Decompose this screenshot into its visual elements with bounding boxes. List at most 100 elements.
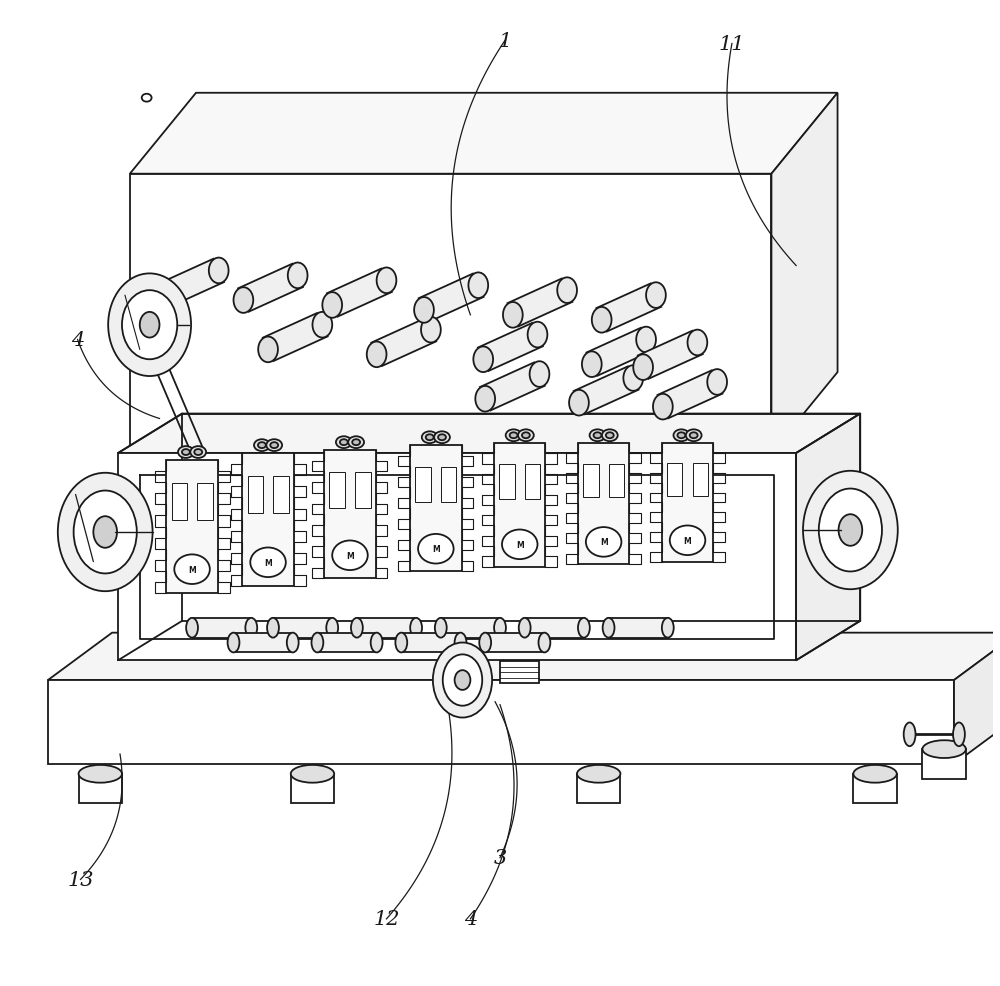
Polygon shape bbox=[48, 680, 954, 764]
Ellipse shape bbox=[311, 633, 323, 653]
Polygon shape bbox=[130, 175, 771, 454]
Ellipse shape bbox=[577, 765, 620, 783]
Polygon shape bbox=[578, 444, 629, 564]
Ellipse shape bbox=[953, 723, 965, 746]
Text: M: M bbox=[346, 551, 354, 560]
Ellipse shape bbox=[475, 387, 495, 412]
Polygon shape bbox=[596, 284, 661, 332]
Ellipse shape bbox=[438, 435, 446, 441]
Ellipse shape bbox=[410, 618, 422, 638]
Polygon shape bbox=[166, 460, 218, 594]
Ellipse shape bbox=[590, 430, 605, 442]
Polygon shape bbox=[172, 483, 187, 521]
Ellipse shape bbox=[421, 317, 441, 343]
Ellipse shape bbox=[178, 447, 194, 458]
Polygon shape bbox=[273, 618, 332, 638]
Polygon shape bbox=[796, 414, 860, 661]
Ellipse shape bbox=[636, 327, 656, 353]
Ellipse shape bbox=[326, 618, 338, 638]
Ellipse shape bbox=[352, 440, 360, 446]
Polygon shape bbox=[525, 618, 584, 638]
Polygon shape bbox=[355, 472, 371, 509]
Text: M: M bbox=[516, 540, 524, 549]
Ellipse shape bbox=[267, 618, 279, 638]
Text: M: M bbox=[188, 565, 196, 574]
Ellipse shape bbox=[677, 433, 685, 439]
Polygon shape bbox=[480, 363, 545, 411]
Ellipse shape bbox=[443, 655, 482, 706]
Ellipse shape bbox=[455, 670, 470, 690]
Ellipse shape bbox=[194, 450, 202, 456]
Polygon shape bbox=[500, 662, 539, 683]
Ellipse shape bbox=[174, 555, 210, 585]
Ellipse shape bbox=[79, 765, 122, 783]
Polygon shape bbox=[197, 483, 213, 521]
Ellipse shape bbox=[336, 437, 352, 449]
Ellipse shape bbox=[518, 430, 534, 442]
Ellipse shape bbox=[395, 633, 407, 653]
Polygon shape bbox=[771, 94, 838, 454]
Text: 1: 1 bbox=[498, 32, 512, 51]
Ellipse shape bbox=[578, 618, 590, 638]
Polygon shape bbox=[192, 618, 251, 638]
Ellipse shape bbox=[538, 633, 550, 653]
Ellipse shape bbox=[142, 95, 152, 103]
Ellipse shape bbox=[351, 618, 363, 638]
Ellipse shape bbox=[258, 337, 278, 363]
Polygon shape bbox=[508, 279, 572, 327]
Polygon shape bbox=[48, 633, 1000, 680]
Ellipse shape bbox=[340, 440, 348, 446]
Ellipse shape bbox=[502, 530, 538, 560]
Text: 13: 13 bbox=[67, 870, 94, 889]
Ellipse shape bbox=[473, 347, 493, 373]
Ellipse shape bbox=[312, 313, 332, 338]
Ellipse shape bbox=[586, 528, 621, 557]
Polygon shape bbox=[327, 269, 392, 317]
Ellipse shape bbox=[434, 432, 450, 444]
Ellipse shape bbox=[190, 447, 206, 458]
Ellipse shape bbox=[258, 443, 266, 449]
Text: 11: 11 bbox=[719, 35, 745, 54]
Ellipse shape bbox=[422, 432, 438, 444]
Ellipse shape bbox=[234, 288, 253, 314]
Ellipse shape bbox=[250, 548, 286, 578]
Ellipse shape bbox=[291, 765, 334, 783]
Polygon shape bbox=[658, 371, 722, 419]
Ellipse shape bbox=[670, 526, 705, 555]
Polygon shape bbox=[662, 444, 713, 562]
Polygon shape bbox=[357, 618, 416, 638]
Ellipse shape bbox=[367, 342, 386, 368]
Ellipse shape bbox=[688, 330, 707, 356]
Ellipse shape bbox=[522, 433, 530, 439]
Polygon shape bbox=[586, 328, 651, 377]
Ellipse shape bbox=[186, 618, 198, 638]
Ellipse shape bbox=[707, 370, 727, 395]
Polygon shape bbox=[234, 633, 293, 653]
Ellipse shape bbox=[633, 355, 653, 381]
Ellipse shape bbox=[426, 435, 434, 441]
Ellipse shape bbox=[653, 394, 673, 420]
Ellipse shape bbox=[623, 366, 643, 391]
Ellipse shape bbox=[603, 618, 614, 638]
Ellipse shape bbox=[245, 618, 257, 638]
Ellipse shape bbox=[93, 517, 117, 548]
Polygon shape bbox=[499, 464, 515, 499]
Text: 4: 4 bbox=[71, 330, 84, 350]
Ellipse shape bbox=[348, 437, 364, 449]
Ellipse shape bbox=[839, 515, 862, 546]
Polygon shape bbox=[317, 633, 377, 653]
Polygon shape bbox=[371, 318, 436, 367]
Ellipse shape bbox=[662, 618, 674, 638]
Ellipse shape bbox=[506, 430, 521, 442]
Ellipse shape bbox=[519, 618, 531, 638]
Ellipse shape bbox=[686, 430, 702, 442]
Polygon shape bbox=[273, 476, 289, 514]
Ellipse shape bbox=[209, 258, 229, 284]
Ellipse shape bbox=[468, 273, 488, 299]
Polygon shape bbox=[494, 444, 545, 567]
Ellipse shape bbox=[904, 723, 916, 746]
Ellipse shape bbox=[371, 633, 383, 653]
Ellipse shape bbox=[122, 291, 177, 360]
Ellipse shape bbox=[690, 433, 698, 439]
Ellipse shape bbox=[602, 430, 618, 442]
